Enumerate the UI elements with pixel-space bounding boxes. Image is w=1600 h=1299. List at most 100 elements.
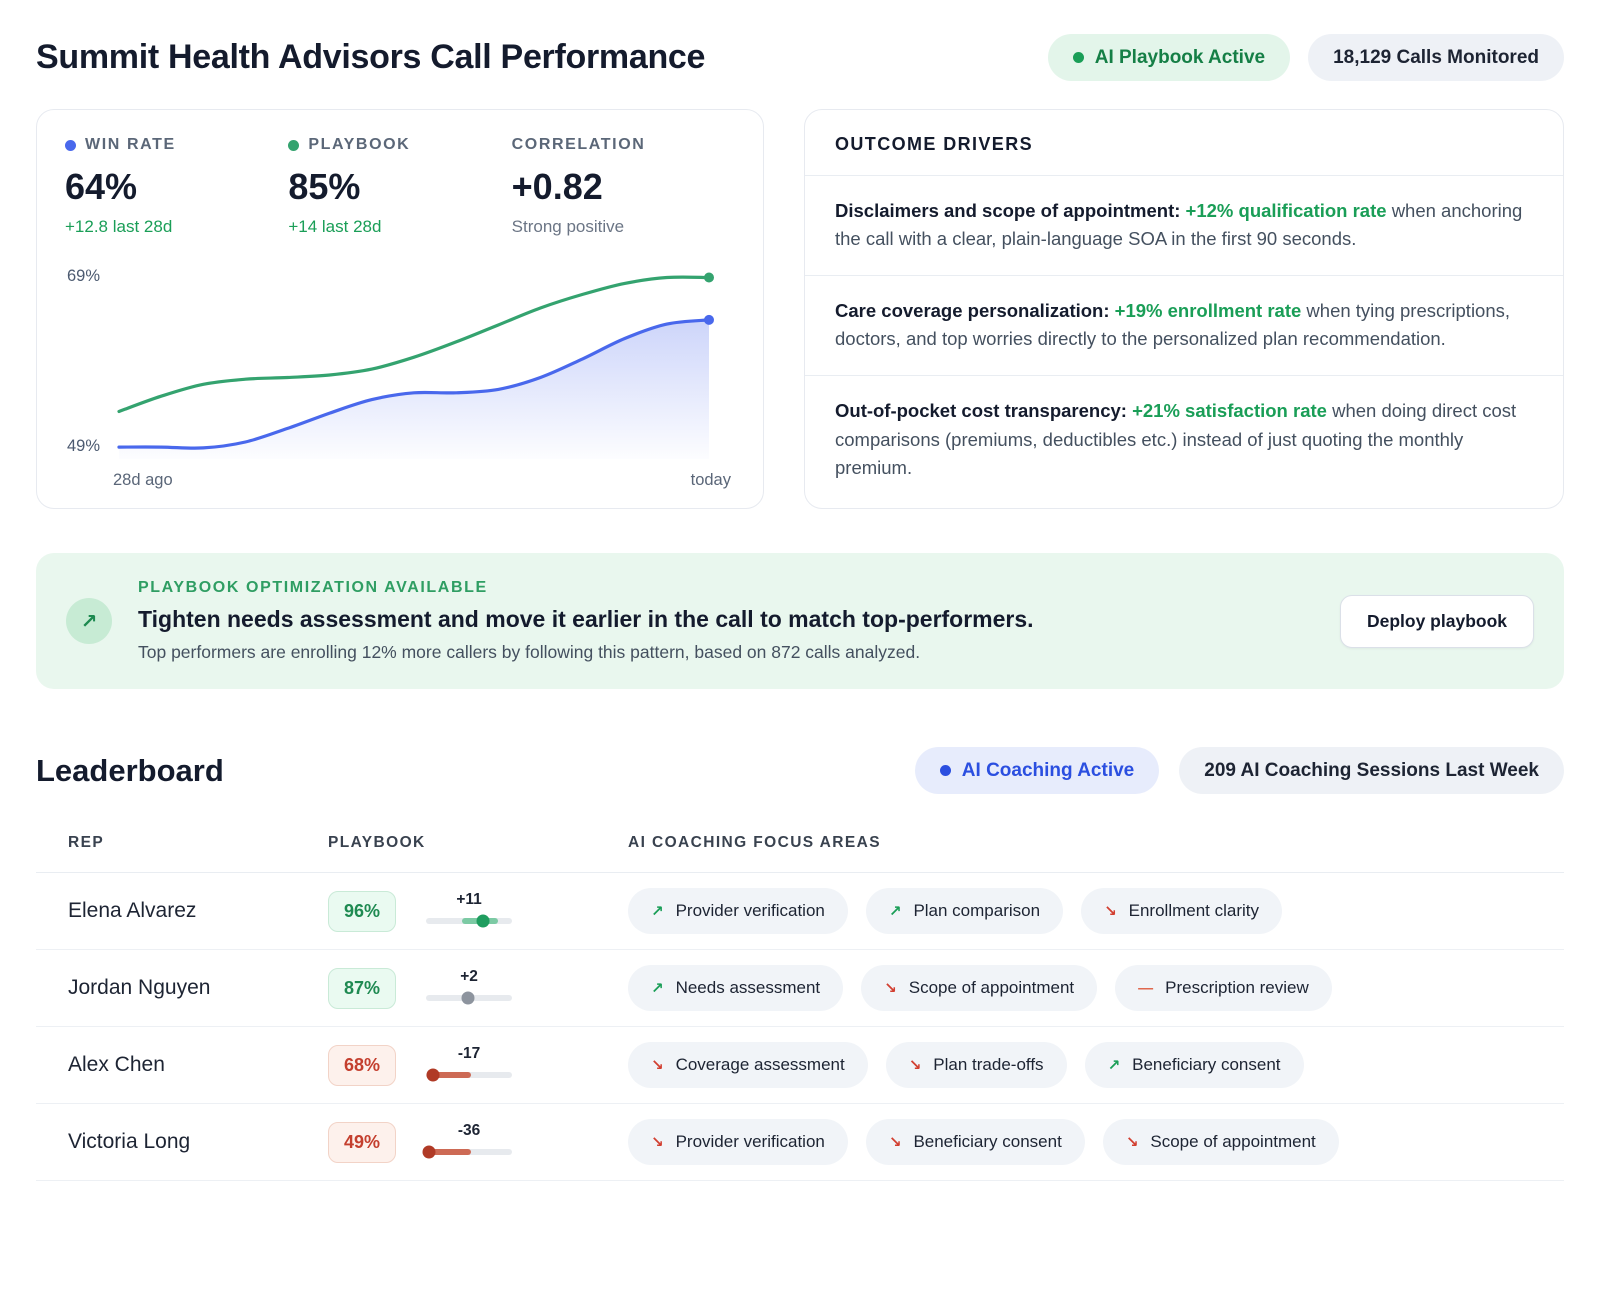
performance-card: WIN RATE 64% +12.8 last 28d PLAYBOOK 85%… xyxy=(36,109,764,509)
playbook-delta-slider[interactable]: +11 xyxy=(426,891,513,931)
focus-area-chip[interactable]: ↘ Provider verification xyxy=(628,1119,848,1165)
driver-highlight: +19% enrollment rate xyxy=(1114,300,1302,322)
status-dot-icon xyxy=(939,765,951,776)
rep-name: Alex Chen xyxy=(68,1053,165,1076)
leaderboard-rows: Elena Alvarez 96% +11 ↗ Provider verifica… xyxy=(36,873,1564,1181)
performance-chart-svg xyxy=(117,272,714,459)
focus-area-label: Prescription review xyxy=(1165,978,1309,997)
win-rate-delta: +12.8 last 28d xyxy=(65,217,173,236)
focus-area-chip[interactable]: ↗ Needs assessment xyxy=(628,965,844,1011)
trend-down-icon: ↘ xyxy=(651,1133,664,1151)
trend-down-icon: ↘ xyxy=(1104,902,1117,920)
win-rate-area-fill xyxy=(119,319,709,459)
trend-dash-icon: — xyxy=(1138,979,1154,997)
playbook-value: 85% xyxy=(288,166,361,207)
focus-area-label: Needs assessment xyxy=(675,978,821,997)
playbook-delta-slider[interactable]: -17 xyxy=(426,1045,513,1085)
driver-lead: Disclaimers and scope of appointment: xyxy=(835,200,1181,221)
metrics-row: WIN RATE 64% +12.8 last 28d PLAYBOOK 85%… xyxy=(65,136,735,237)
leaderboard-table: REP PLAYBOOK AI COACHING FOCUS AREAS Ele… xyxy=(36,820,1564,1181)
page-header: Summit Health Advisors Call Performance … xyxy=(36,34,1564,81)
win-rate-line xyxy=(117,318,711,450)
playbook-cell: 68% -17 xyxy=(328,1044,628,1086)
leaderboard-badges: AI Coaching Active 209 AI Coaching Sessi… xyxy=(914,747,1564,794)
playbook-active-badge: AI Playbook Active xyxy=(1047,34,1291,81)
playbook-delta-value: -17 xyxy=(457,1045,481,1062)
deploy-playbook-button[interactable]: Deploy playbook xyxy=(1339,594,1534,648)
playbook-score-badge: 87% xyxy=(328,967,397,1009)
win-rate-label-row: WIN RATE xyxy=(65,136,288,154)
outcome-driver-item: Disclaimers and scope of appointment: +1… xyxy=(805,176,1563,277)
focus-areas: ↗ Provider verification ↗ Plan comparison ↘ E… xyxy=(628,888,1532,934)
driver-highlight: +21% satisfaction rate xyxy=(1132,400,1327,422)
focus-areas: ↘ Coverage assessment ↘ Plan trade-offs ↗ Ben… xyxy=(628,1042,1532,1088)
focus-area-chip[interactable]: ↗ Beneficiary consent xyxy=(1084,1042,1304,1088)
column-header-playbook: PLAYBOOK xyxy=(328,834,426,851)
performance-chart: 69% 49% xyxy=(65,261,735,461)
focus-areas: ↘ Provider verification ↘ Beneficiary conse… xyxy=(628,1119,1532,1165)
trend-up-icon: ↗ xyxy=(1107,1056,1121,1074)
focus-area-chip[interactable]: ↘ Beneficiary consent xyxy=(865,1119,1085,1165)
playbook-label-row: PLAYBOOK xyxy=(288,136,511,154)
table-row: Victoria Long 49% -36 ↘ Provider verifica… xyxy=(36,1104,1564,1181)
focus-area-chip[interactable]: ↘ Enrollment clarity xyxy=(1081,888,1283,934)
column-header-focus: AI COACHING FOCUS AREAS xyxy=(628,834,881,851)
coaching-sessions-badge: 209 AI Coaching Sessions Last Week xyxy=(1179,747,1564,794)
metric-correlation: CORRELATION +0.82 Strong positive xyxy=(512,136,735,237)
trend-down-icon: ↘ xyxy=(651,1056,664,1074)
focus-area-label: Coverage assessment xyxy=(675,1055,845,1074)
calls-monitored-badge: 18,129 Calls Monitored xyxy=(1308,34,1564,81)
focus-area-label: Beneficiary consent xyxy=(913,1132,1062,1151)
banner-subtext: Top performers are enrolling 12% more ca… xyxy=(138,642,921,662)
focus-area-chip[interactable]: ↘ Scope of appointment xyxy=(861,965,1098,1011)
leaderboard-title: Leaderboard xyxy=(36,752,224,788)
playbook-cell: 87% +2 xyxy=(328,967,628,1009)
rep-name: Jordan Nguyen xyxy=(68,976,211,999)
slider-handle-icon[interactable] xyxy=(426,1068,440,1082)
slider-fill xyxy=(426,1149,471,1155)
focus-area-label: Scope of appointment xyxy=(1150,1132,1316,1151)
focus-area-chip[interactable]: ↗ Provider verification xyxy=(628,888,848,934)
top-section: WIN RATE 64% +12.8 last 28d PLAYBOOK 85%… xyxy=(36,109,1564,509)
trend-up-icon: ↗ xyxy=(651,902,664,920)
slider-handle-icon[interactable] xyxy=(422,1145,436,1159)
coaching-active-badge: AI Coaching Active xyxy=(914,747,1160,794)
driver-lead: Care coverage personalization: xyxy=(835,300,1110,322)
focus-area-chip[interactable]: ↘ Plan trade-offs xyxy=(885,1042,1067,1088)
driver-rest: when doing direct cost comparisons (prem… xyxy=(835,400,1517,478)
outcome-driver-item: Care coverage personalization: +19% enro… xyxy=(805,276,1563,377)
playbook-dot-icon xyxy=(288,139,300,151)
playbook-cell: 49% -36 xyxy=(328,1121,628,1163)
slider-handle-icon[interactable] xyxy=(476,914,490,928)
slider-track xyxy=(426,1068,513,1082)
focus-area-chip[interactable]: ↘ Scope of appointment xyxy=(1102,1119,1339,1165)
playbook-score-badge: 96% xyxy=(328,890,397,932)
focus-area-chip[interactable]: — Prescription review xyxy=(1115,965,1332,1011)
slider-fill xyxy=(431,1072,471,1078)
focus-area-chip[interactable]: ↘ Coverage assessment xyxy=(628,1042,868,1088)
playbook-delta-slider[interactable]: +2 xyxy=(426,968,513,1008)
metric-playbook: PLAYBOOK 85% +14 last 28d xyxy=(288,136,511,237)
correlation-label: CORRELATION xyxy=(511,136,646,153)
chart-x-labels: 28d ago today xyxy=(65,461,735,490)
playbook-score-badge: 68% xyxy=(328,1044,397,1086)
win-rate-endpoint-dot xyxy=(704,314,714,325)
arrow-up-right-icon: ↗ xyxy=(66,598,112,644)
header-badges: AI Playbook Active 18,129 Calls Monitore… xyxy=(1047,34,1564,81)
slider-track xyxy=(426,914,513,928)
playbook-delta-value: -36 xyxy=(457,1122,481,1139)
outcome-drivers-title: OUTCOME DRIVERS xyxy=(805,110,1563,176)
banner-eyebrow: PLAYBOOK OPTIMIZATION AVAILABLE xyxy=(138,579,488,596)
table-row: Jordan Nguyen 87% +2 ↗ Needs assessment ↘ S… xyxy=(36,950,1564,1027)
playbook-delta-value: +11 xyxy=(456,891,482,908)
playbook-line xyxy=(117,275,711,414)
playbook-score-badge: 49% xyxy=(328,1121,397,1163)
playbook-delta: +14 last 28d xyxy=(288,217,382,236)
table-row: Elena Alvarez 96% +11 ↗ Provider verifica… xyxy=(36,873,1564,950)
playbook-cell: 96% +11 xyxy=(328,890,628,932)
page-title: Summit Health Advisors Call Performance xyxy=(36,38,706,76)
playbook-delta-slider[interactable]: -36 xyxy=(422,1122,513,1162)
coaching-active-label: AI Coaching Active xyxy=(961,759,1135,781)
slider-handle-icon[interactable] xyxy=(461,991,475,1005)
focus-area-chip[interactable]: ↗ Plan comparison xyxy=(865,888,1064,934)
